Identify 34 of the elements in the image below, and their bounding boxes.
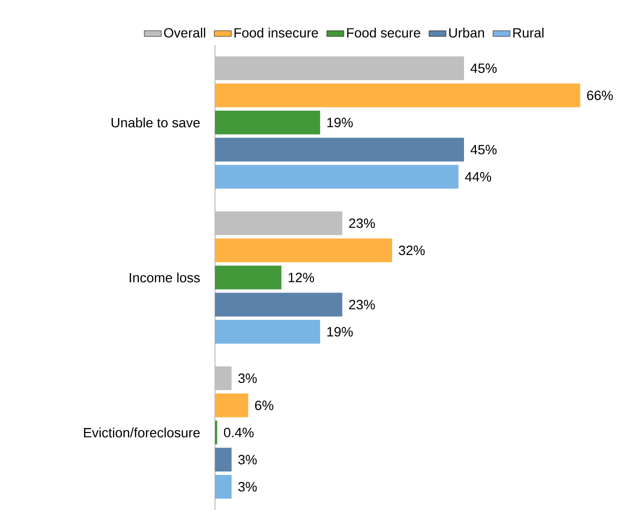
bar <box>215 320 320 344</box>
data-label: 32% <box>398 246 425 256</box>
bar <box>215 474 232 499</box>
data-label: 66% <box>587 90 613 100</box>
data-label: 19% <box>327 326 353 337</box>
data-label: 23% <box>349 300 375 310</box>
data-label: 3% <box>238 482 257 492</box>
data-label: 6% <box>255 400 274 410</box>
legend-label: Overall <box>164 28 206 38</box>
data-label: 19% <box>327 118 353 128</box>
legend-label: Rural <box>513 28 544 38</box>
bar <box>215 238 392 262</box>
legend-label: Urban <box>449 28 484 38</box>
data-label: 45% <box>470 64 497 73</box>
y-tick-label: Income loss <box>130 272 200 282</box>
bar <box>215 266 282 290</box>
bar <box>215 448 232 472</box>
bar <box>215 84 580 108</box>
data-label: 3% <box>238 454 257 464</box>
y-tick-label: Eviction/foreclosure <box>84 428 200 438</box>
data-label: 23% <box>349 218 375 228</box>
bar <box>215 110 320 134</box>
data-label: 45% <box>470 144 497 154</box>
bar <box>215 394 248 418</box>
data-label: 12% <box>288 272 314 282</box>
data-label: 3% <box>238 373 257 384</box>
bar <box>215 164 458 189</box>
data-label: 44% <box>464 172 492 182</box>
bar <box>215 292 342 316</box>
y-tick-label: Unable to save <box>112 118 200 128</box>
data-label: 0.4% <box>224 428 254 438</box>
legend-label: Food secure <box>347 28 420 38</box>
bar <box>215 138 464 162</box>
legend-label: Food insecure <box>234 28 318 38</box>
